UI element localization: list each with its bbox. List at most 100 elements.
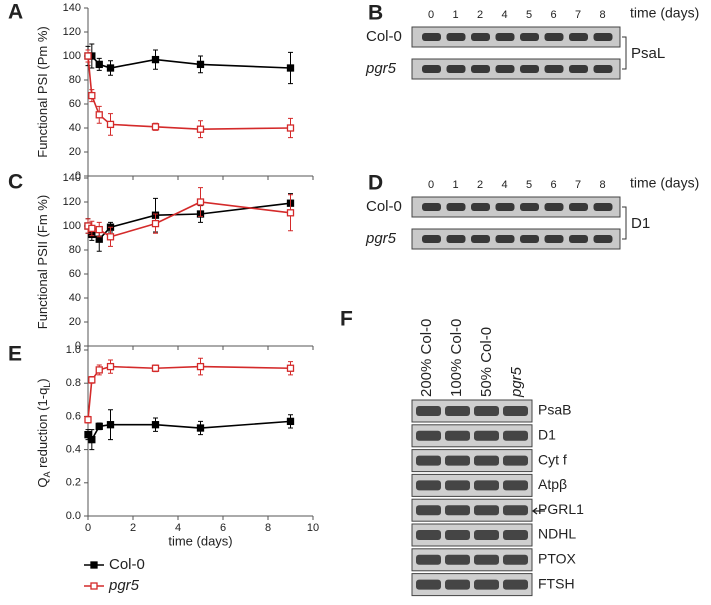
blot-band — [544, 203, 564, 211]
y-axis-label-part: L — [42, 383, 52, 388]
blot-band — [471, 65, 490, 73]
y-axis-label: QA reduction (1-qL) — [35, 378, 52, 487]
lane-label: 8 — [599, 179, 605, 191]
x-tick-label: 6 — [220, 522, 226, 534]
blot-band — [416, 455, 441, 466]
row-label: PsaB — [538, 402, 571, 418]
blot-strip — [411, 196, 621, 218]
y-tick-label: 60 — [69, 268, 81, 280]
x-tick-label: 2 — [130, 522, 136, 534]
bracket — [622, 36, 627, 70]
marker — [151, 219, 160, 228]
protein-label: D1 — [631, 215, 650, 232]
series-line — [87, 420, 291, 442]
blot-band — [520, 65, 539, 73]
blot-band — [416, 579, 441, 590]
blot-band — [495, 33, 515, 41]
y-tick-label: 0 — [75, 170, 81, 182]
blot-band — [446, 203, 466, 211]
blot-band — [474, 505, 499, 516]
blot-strip — [411, 424, 533, 448]
blot-strip — [411, 26, 621, 48]
y-tick-label: 40 — [69, 292, 81, 304]
marker — [106, 64, 115, 72]
marker — [88, 435, 96, 444]
lane-label: 200% Col-0 — [418, 319, 435, 397]
y-axis-label-part: ) — [35, 378, 50, 382]
marker — [196, 424, 205, 432]
row-label: FTSH — [538, 575, 575, 591]
marker — [84, 52, 92, 60]
x-tick-label: 4 — [175, 522, 181, 534]
blot-band — [416, 430, 441, 441]
blot-band — [422, 65, 441, 73]
y-tick-label: 1.0 — [66, 344, 81, 356]
blot-band — [495, 65, 515, 73]
marker — [95, 366, 103, 374]
blot-band — [416, 554, 441, 565]
row-label: pgr5 — [365, 230, 397, 247]
y-tick-label: 20 — [69, 316, 81, 328]
blot-band — [569, 235, 588, 243]
blot-strip — [411, 548, 533, 572]
marker — [88, 91, 96, 100]
lane-label: 100% Col-0 — [448, 319, 465, 397]
blot-strip — [411, 573, 533, 597]
row-label: PGRL1 — [538, 501, 584, 517]
y-axis-label: Functional PSI (Pm %) — [35, 26, 50, 158]
blot-strip — [411, 449, 533, 473]
y-tick-label: 100 — [63, 50, 81, 62]
x-tick-label: 8 — [265, 522, 271, 534]
marker — [151, 55, 160, 64]
panel-letter: C — [8, 171, 23, 194]
lane-label: 7 — [575, 9, 581, 21]
blot-band — [569, 65, 588, 73]
y-tick-label: 0 — [75, 340, 81, 352]
lane-label: 50% Col-0 — [478, 327, 495, 397]
legend-label: Col-0 — [109, 556, 145, 573]
marker — [106, 421, 115, 429]
row-label: Col-0 — [366, 198, 402, 215]
lane-label: 5 — [526, 179, 532, 191]
blot-band — [471, 203, 490, 211]
marker — [286, 209, 295, 217]
y-tick-label: 80 — [69, 74, 81, 86]
y-axis-label: Functional PSII (Fm %) — [35, 195, 50, 329]
blot-strip — [411, 473, 533, 497]
marker — [84, 431, 92, 439]
blot-band — [474, 480, 499, 491]
blot-band — [471, 33, 490, 41]
blot-band — [445, 530, 470, 540]
series-line — [88, 55, 291, 69]
y-axis-label-part: A — [42, 472, 52, 478]
x-axis-label: time (days) — [168, 533, 232, 548]
legend-marker — [90, 582, 98, 590]
y-axis-label-part: Functional PSI (Pm %) — [35, 26, 50, 158]
y-tick-label: 0.2 — [66, 477, 81, 489]
y-tick-label: 0.8 — [66, 377, 81, 389]
blot-band — [422, 235, 441, 243]
blot-band — [416, 480, 441, 491]
lane-label: 4 — [501, 9, 507, 21]
blot-band — [503, 430, 528, 441]
panel-letter: F — [340, 308, 353, 331]
lane-label: 7 — [575, 179, 581, 191]
y-tick-label: 140 — [63, 2, 81, 14]
row-label: Col-0 — [366, 28, 402, 45]
marker — [151, 421, 160, 429]
blot-band — [445, 455, 470, 466]
row-label: NDHL — [538, 526, 576, 542]
marker — [151, 364, 160, 372]
row-label: pgr5 — [365, 60, 397, 77]
blot-band — [474, 530, 499, 540]
blot-band — [520, 235, 539, 243]
blot-strip — [411, 399, 533, 423]
row-label: Atpβ — [538, 476, 567, 492]
blot-band — [503, 505, 528, 516]
blot-band — [503, 579, 528, 590]
panel-letter: B — [368, 2, 383, 25]
blot-band — [422, 203, 441, 211]
marker — [196, 198, 205, 206]
blot-band — [446, 33, 466, 41]
y-axis-label-part: Functional PSII (Fm %) — [35, 195, 50, 329]
